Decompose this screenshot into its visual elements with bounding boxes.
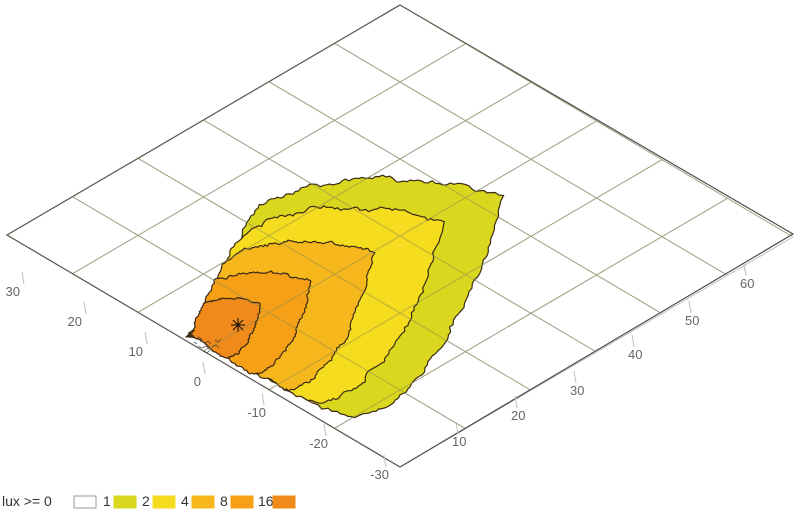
svg-text:60: 60 <box>740 276 754 291</box>
svg-text:8: 8 <box>220 493 228 509</box>
svg-text:30: 30 <box>6 284 20 299</box>
svg-text:10: 10 <box>129 344 143 359</box>
svg-text:2: 2 <box>142 493 150 509</box>
svg-text:30: 30 <box>570 383 584 398</box>
svg-text:4: 4 <box>181 493 189 509</box>
svg-text:-10: -10 <box>247 405 266 420</box>
svg-text:0: 0 <box>194 374 201 389</box>
svg-text:-20: -20 <box>309 436 328 451</box>
svg-text:1: 1 <box>103 493 111 509</box>
svg-text:16: 16 <box>258 493 274 509</box>
svg-text:20: 20 <box>68 314 82 329</box>
svg-text:lux >= 0: lux >= 0 <box>2 493 52 509</box>
svg-text:20: 20 <box>511 408 525 423</box>
svg-text:10: 10 <box>452 434 466 449</box>
svg-text:40: 40 <box>628 347 642 362</box>
svg-text:-30: -30 <box>370 467 389 482</box>
svg-text:50: 50 <box>685 313 699 328</box>
